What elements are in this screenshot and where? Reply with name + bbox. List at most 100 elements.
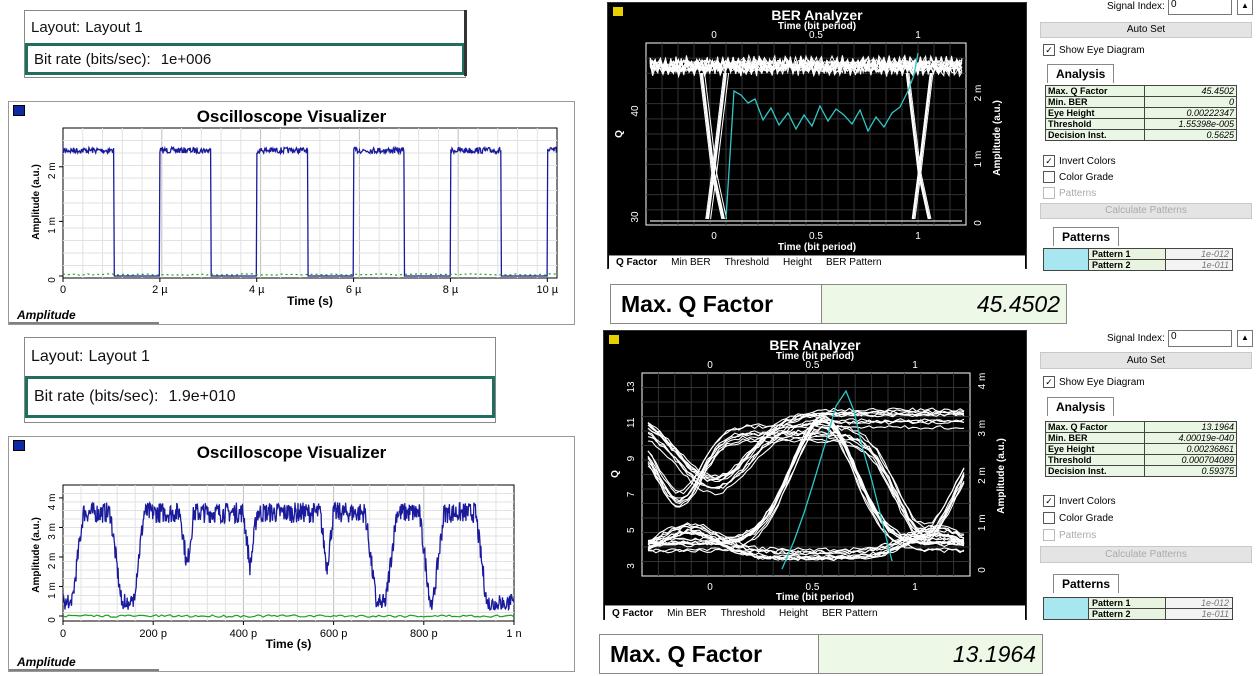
tick-label: 0.5 — [809, 231, 823, 242]
tick-label: 11 — [626, 417, 637, 428]
signal-index-label: Signal Index: — [1107, 1, 1165, 12]
table-row: Pattern 1 1e-012 — [1043, 248, 1233, 271]
signal-index-spinner[interactable]: ▲ — [1237, 330, 1253, 347]
invert-colors-checkbox[interactable]: ✓ Invert Colors — [1043, 495, 1116, 507]
axis-label: Time (s) — [266, 637, 312, 651]
tick-label: 0 — [60, 628, 66, 640]
analysis-tab[interactable]: Analysis — [1047, 64, 1115, 83]
bitrate-row[interactable]: Bit rate (bits/sec): 1.9e+010 — [25, 376, 495, 418]
calculate-patterns-button[interactable]: Calculate Patterns — [1040, 203, 1252, 219]
patterns-tab[interactable]: Patterns — [1053, 227, 1120, 246]
tick-label: 7 — [626, 491, 637, 497]
layout-value: Layout 1 — [88, 348, 150, 365]
table-row: Decision Inst. 0.5625 — [1045, 129, 1238, 141]
tick-label: 0 — [47, 617, 58, 623]
tab-q-factor[interactable]: Q Factor — [612, 607, 654, 619]
table-row: Pattern 2 1e-011 — [1044, 259, 1233, 271]
ber-title: BER Analyzer — [769, 337, 861, 353]
checkbox-box — [1043, 512, 1055, 524]
table-key: Threshold — [1045, 454, 1145, 466]
axis-label: Amplitude (a.u.) — [31, 164, 42, 240]
invert-colors-checkbox[interactable]: ✓ Invert Colors — [1043, 155, 1116, 167]
layout-value: Layout 1 — [85, 18, 143, 36]
q-factor-curve — [781, 389, 893, 570]
tab-ber-pattern[interactable]: BER Pattern — [825, 257, 882, 268]
eye-trace — [647, 426, 965, 553]
patterns-checkbox[interactable]: Patterns — [1043, 187, 1096, 199]
table-row: Pattern 2 1e-011 — [1044, 608, 1233, 620]
window-icon — [608, 334, 620, 345]
checkbox-box: ✓ — [1043, 44, 1055, 56]
table-value: 1e-012 — [1165, 597, 1233, 609]
tab-ber-pattern[interactable]: BER Pattern — [821, 607, 878, 619]
tick-label: 800 p — [410, 628, 438, 640]
ber-settings-top: Signal Index: 0 ▲ Auto Set ✓ Show Eye Dia… — [1035, 0, 1257, 280]
tab-q-factor[interactable]: Q Factor — [616, 257, 658, 268]
oscilloscope-plot: 2 m 1 m 0 Amplitude (a.u.) 0 2 µ 4 µ 6 µ 8 µ 10 µ… — [9, 127, 559, 324]
auto-set-button[interactable]: Auto Set — [1040, 352, 1252, 369]
table-value: 0.5625 — [1143, 129, 1238, 141]
tick-label: 8 µ — [443, 284, 459, 296]
tab-threshold[interactable]: Threshold — [724, 257, 770, 268]
tab-threshold[interactable]: Threshold — [720, 607, 766, 619]
ber-analyzer-bottom: BER Analyzer Time (bit period) 0 0 0.5 0.5 1… — [603, 330, 1027, 620]
show-eye-checkbox[interactable]: ✓ Show Eye Diagram — [1043, 44, 1145, 56]
tick-label: 3 — [626, 563, 637, 569]
q-factor-curve — [725, 52, 919, 220]
axis-label: Q — [610, 470, 621, 478]
calculate-patterns-button[interactable]: Calculate Patterns — [1040, 546, 1252, 563]
ber-settings-bottom: Signal Index: 0 ▲ Auto Set ✓ Show Eye Dia… — [1035, 330, 1257, 630]
window-icon — [612, 6, 624, 17]
signal-trace — [62, 145, 558, 277]
ber-title: BER Analyzer — [771, 7, 863, 23]
signal-index-value: 0 — [1171, 331, 1177, 342]
bitrate-row[interactable]: Bit rate (bits/sec): 1e+006 — [25, 43, 465, 75]
table-row: Max. Q Factor 45.4502 — [1045, 85, 1238, 97]
tab-amplitude[interactable]: Amplitude — [17, 655, 76, 669]
tick-label: 4 m — [47, 494, 58, 511]
tab-height[interactable]: Height — [779, 607, 808, 619]
tick-label: 1 m — [47, 582, 58, 599]
signal-index-spinner[interactable]: ▲ — [1237, 0, 1253, 15]
signal-index-input[interactable]: 0 — [1168, 330, 1232, 347]
signal-index-input[interactable]: 0 — [1168, 0, 1232, 15]
tick-label: 0 — [707, 360, 713, 371]
tick-label: 1 n — [506, 628, 521, 640]
eye-trace — [914, 72, 934, 220]
color-grade-checkbox[interactable]: Color Grade — [1043, 512, 1113, 524]
table-value: 0.00236861 — [1143, 443, 1238, 455]
tab-amplitude[interactable]: Amplitude — [17, 308, 76, 322]
tab-min-ber[interactable]: Min BER — [667, 607, 707, 619]
ber-tabs: Q Factor Min BER Threshold Height BER Pa… — [609, 255, 1025, 269]
tick-label: 2 m — [47, 553, 58, 570]
ber-bottom-axis-label: Time (bit period) — [775, 592, 855, 603]
pattern-color-swatch — [1043, 248, 1089, 271]
table-value: 13.1964 — [1143, 421, 1238, 433]
table-value: 0.000704089 — [1143, 454, 1238, 466]
tab-min-ber[interactable]: Min BER — [671, 257, 711, 268]
table-key: Min. BER — [1045, 432, 1145, 444]
patterns-checkbox[interactable]: Patterns — [1043, 529, 1096, 541]
analysis-tab[interactable]: Analysis — [1047, 397, 1115, 416]
checkbox-box — [1043, 529, 1055, 541]
show-eye-checkbox[interactable]: ✓ Show Eye Diagram — [1043, 376, 1145, 388]
checkbox-label: Patterns — [1059, 529, 1097, 541]
eye-trace — [705, 72, 725, 220]
tick-label: 3 m — [977, 420, 988, 437]
layout-row: Layout: Layout 1 — [25, 13, 465, 41]
tick-label: 5 — [626, 527, 637, 533]
eye-trace — [707, 72, 727, 220]
checkbox-label: Invert Colors — [1059, 495, 1116, 507]
auto-set-button[interactable]: Auto Set — [1040, 22, 1252, 38]
panel-edge-top — [464, 10, 467, 76]
table-key: Pattern 1 — [1088, 248, 1166, 260]
color-grade-checkbox[interactable]: Color Grade — [1043, 171, 1113, 183]
tab-height[interactable]: Height — [783, 257, 812, 268]
table-value: 0.59375 — [1143, 465, 1238, 477]
table-key: Pattern 1 — [1088, 597, 1166, 609]
patterns-tab[interactable]: Patterns — [1053, 574, 1120, 593]
tick-label: 400 p — [230, 628, 258, 640]
analysis-table: Max. Q Factor 45.4502 Min. BER 0 Eye Heigh… — [1045, 85, 1238, 141]
eye-trace — [707, 72, 727, 220]
